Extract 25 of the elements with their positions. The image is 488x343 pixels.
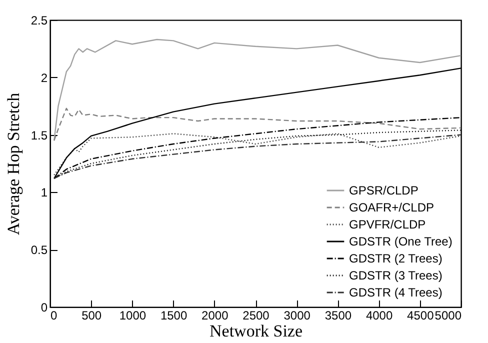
y-tick-label: 1 <box>40 186 48 200</box>
legend-label: GDSTR (3 Trees) <box>349 268 442 282</box>
x-tick-label: 1000 <box>119 308 146 322</box>
legend-label: GDSTR (2 Trees) <box>349 252 442 266</box>
y-tick-label: 2 <box>40 70 48 85</box>
legend-label: GOAFR+/CLDP <box>349 200 434 214</box>
x-tick-label: 3500 <box>324 308 352 322</box>
x-tick-label: 4500 <box>407 308 434 322</box>
x-tick-label: 5000 <box>434 308 462 322</box>
legend-label: GDSTR (One Tree) <box>349 234 452 248</box>
legend-label: GPSR/CLDP <box>349 184 418 198</box>
y-tick-label: 0.5 <box>30 243 48 258</box>
x-axis-title: Network Size <box>209 322 303 340</box>
x-tick-label: 4000 <box>366 308 393 322</box>
x-tick-label: 3000 <box>284 308 311 322</box>
y-tick-label: 1.5 <box>30 128 48 142</box>
x-tick-label: 2500 <box>242 308 270 322</box>
legend-label: GDSTR (4 Trees) <box>349 286 442 300</box>
x-tick-label: 1500 <box>160 308 188 322</box>
y-axis-title: Average Hop Stretch <box>4 92 23 236</box>
x-tick-label: 0 <box>50 308 58 322</box>
x-tick-label: 500 <box>82 308 102 322</box>
x-tick-label: 2000 <box>202 308 229 322</box>
y-tick-label: 2.5 <box>30 14 48 28</box>
legend-label: GPVFR/CLDP <box>349 218 426 232</box>
